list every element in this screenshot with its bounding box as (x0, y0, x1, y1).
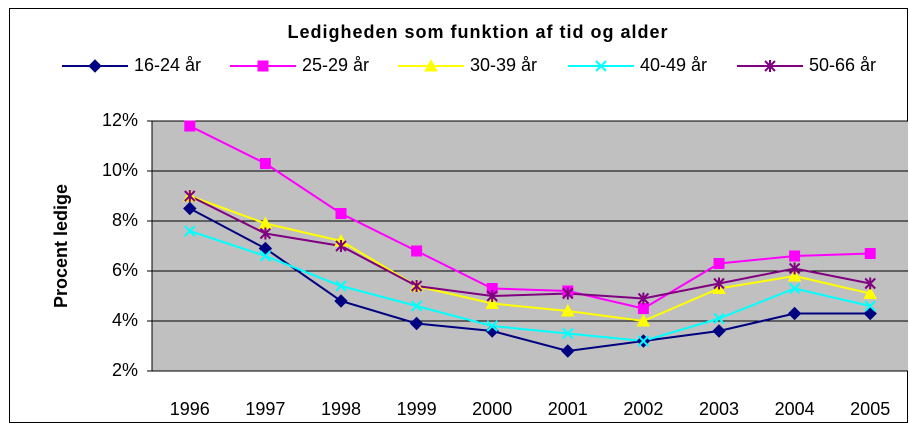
legend-label: 40-49 år (640, 55, 707, 75)
marker (335, 208, 347, 219)
marker (486, 290, 498, 302)
marker (259, 158, 271, 169)
x-tick-label: 2001 (548, 399, 588, 419)
marker (424, 58, 438, 72)
x-tick-label: 2000 (472, 399, 512, 419)
marker (788, 262, 801, 275)
marker (787, 268, 802, 282)
marker (864, 248, 876, 259)
y-tick-label: 2% (112, 360, 138, 380)
x-tick-label: 1999 (397, 399, 437, 419)
y-axis-label: Procent ledige (51, 184, 71, 308)
legend-label: 16-24 år (134, 55, 201, 75)
marker (411, 245, 423, 257)
marker (184, 190, 196, 202)
marker (88, 59, 102, 73)
marker (410, 300, 423, 312)
marker (334, 294, 348, 308)
marker (335, 280, 347, 292)
marker (335, 240, 347, 252)
legend-label: 25-29 år (302, 55, 369, 75)
legend-label: 50-66 år (809, 55, 876, 75)
marker (863, 306, 877, 321)
marker (410, 280, 423, 292)
marker (560, 303, 575, 317)
marker (637, 335, 650, 347)
marker (789, 250, 801, 262)
x-tick-label: 1998 (321, 399, 361, 419)
marker (764, 60, 776, 72)
x-tick-label: 1996 (170, 399, 210, 419)
chart-title: Ledigheden som funktion af tid og alder (287, 22, 668, 42)
marker (562, 327, 574, 340)
marker (257, 60, 269, 72)
marker (637, 303, 649, 314)
marker (713, 277, 725, 290)
marker (787, 306, 802, 321)
marker (183, 201, 197, 216)
y-tick-label: 6% (112, 260, 138, 280)
x-tick-label: 2002 (623, 399, 663, 419)
x-tick-label: 2004 (775, 399, 815, 419)
series-line (189, 207, 871, 353)
marker (259, 227, 272, 240)
marker (637, 292, 650, 305)
marker (595, 60, 607, 72)
marker (864, 277, 876, 290)
marker (636, 313, 651, 327)
x-tick-label: 1997 (245, 399, 285, 419)
marker (258, 241, 273, 256)
marker (562, 287, 574, 300)
marker (259, 250, 272, 262)
marker (788, 282, 801, 295)
x-tick-label: 2005 (850, 399, 890, 419)
y-tick-label: 8% (112, 210, 138, 230)
marker (561, 344, 575, 358)
y-tick-label: 10% (102, 160, 138, 180)
legend-label: 30-39 år (470, 55, 537, 75)
marker (485, 296, 500, 309)
marker (713, 312, 725, 325)
y-tick-label: 12% (102, 110, 138, 130)
y-tick-label: 4% (112, 310, 138, 330)
marker (184, 120, 196, 132)
marker (713, 258, 725, 269)
marker (409, 316, 424, 331)
x-tick-label: 2003 (699, 399, 739, 419)
series-line (189, 125, 871, 310)
series-line (189, 195, 871, 300)
marker (864, 300, 876, 312)
marker (184, 225, 196, 237)
marker (863, 286, 878, 299)
series-line (189, 195, 871, 323)
marker (712, 324, 726, 338)
series-line (189, 230, 871, 343)
marker (486, 320, 498, 332)
